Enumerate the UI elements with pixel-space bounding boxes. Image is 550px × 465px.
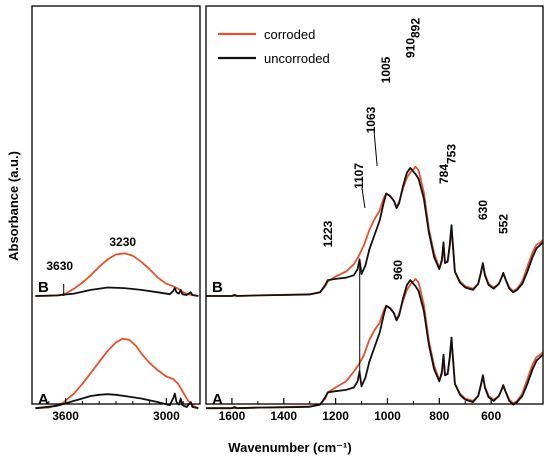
spectrum-b-uncorroded bbox=[35, 286, 199, 297]
peak-leader-1107 bbox=[361, 187, 366, 209]
peak-label-630: 630 bbox=[476, 200, 490, 220]
spectrum-a-corroded bbox=[206, 278, 544, 410]
spectrum-b-uncorroded bbox=[206, 167, 544, 297]
legend-label-corroded: corroded bbox=[264, 27, 315, 42]
spectrum-b-corroded bbox=[206, 165, 544, 297]
right-panel-frame bbox=[205, 5, 544, 405]
x-tick-label: 600 bbox=[481, 409, 501, 423]
peak-label-784: 784 bbox=[437, 164, 451, 184]
peak-label-1063: 1063 bbox=[364, 106, 378, 133]
trace-label-a: A bbox=[212, 391, 223, 408]
right-panel-x-ticks: 1600 1400 1200 1000 800 600 bbox=[219, 398, 518, 423]
peak-label-960: 960 bbox=[391, 260, 405, 280]
peak-label-3630: 3630 bbox=[46, 259, 73, 273]
x-tick-label: 3000 bbox=[153, 409, 180, 423]
left-panel-traces bbox=[35, 252, 199, 410]
peak-leader-1063 bbox=[373, 131, 378, 167]
right-panel-trace-labels: BA bbox=[212, 279, 223, 408]
x-tick-label: 800 bbox=[429, 409, 449, 423]
peak-label-552: 552 bbox=[496, 214, 510, 234]
x-axis-label: Wavenumber (cm⁻¹) bbox=[228, 440, 351, 455]
peak-label-892: 892 bbox=[408, 18, 422, 38]
right-panel-traces bbox=[206, 165, 544, 410]
trace-label-a: A bbox=[38, 391, 49, 408]
spectrum-a-uncorroded bbox=[35, 392, 199, 410]
spectrum-a-corroded bbox=[35, 337, 199, 410]
peak-label-3230: 3230 bbox=[109, 235, 136, 249]
peak-label-753: 753 bbox=[444, 144, 458, 164]
y-axis-label: Absorbance (a.u.) bbox=[6, 151, 21, 261]
x-tick-label: 1400 bbox=[270, 409, 297, 423]
x-tick-label: 1000 bbox=[374, 409, 401, 423]
peak-label-1005: 1005 bbox=[379, 56, 393, 83]
x-tick-label: 1200 bbox=[322, 409, 349, 423]
legend-label-uncorroded: uncorroded bbox=[264, 51, 330, 66]
legend: corroded uncorroded bbox=[218, 27, 330, 66]
peak-label-910: 910 bbox=[403, 38, 417, 58]
left-panel-frame bbox=[31, 5, 201, 405]
trace-label-b: B bbox=[38, 279, 49, 296]
peak-label-1107: 1107 bbox=[352, 163, 366, 189]
spectrum-a-uncorroded bbox=[206, 279, 544, 410]
left-panel-annotations: 3230 3630 bbox=[46, 235, 136, 296]
left-panel-trace-labels: BA bbox=[38, 279, 49, 408]
peak-label-1223: 1223 bbox=[321, 220, 335, 247]
x-tick-label: 3600 bbox=[52, 409, 79, 423]
trace-label-b: B bbox=[212, 279, 223, 296]
x-tick-label: 1600 bbox=[219, 409, 246, 423]
